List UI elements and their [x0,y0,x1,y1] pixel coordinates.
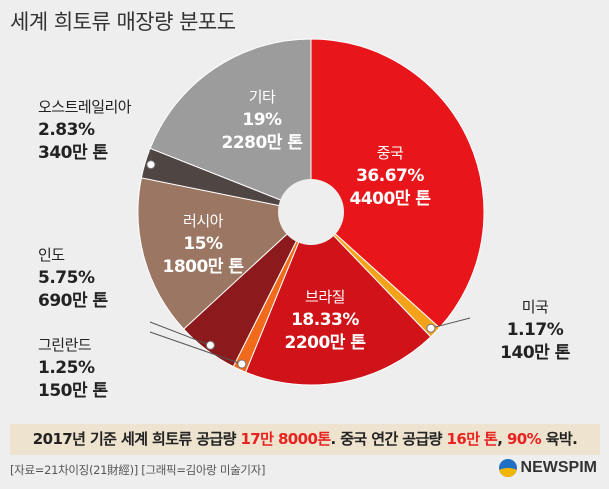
slice-label-india: 인도 5.75% 690만 톤 [38,244,108,313]
slice-amount: 2200만 톤 [284,333,366,353]
leader-line-usa [430,317,471,329]
slice-amount: 340만 톤 [38,143,108,163]
slice-label-usa: 미국 1.17% 140만 톤 [500,296,570,365]
slice-name: 오스트레일리아 [38,98,132,116]
slice-percent: 15% [183,234,223,254]
pie-chart [137,38,485,386]
summary-highlight: 90% [506,430,542,448]
slice-amount: 140만 톤 [500,343,570,363]
slice-amount: 150만 톤 [38,381,108,401]
page-title: 세계 희토류 매장량 분포도 [10,10,236,34]
slice-name: 미국 [521,298,549,316]
summary-text: 육박. [541,430,578,448]
leader-dot-australia [146,160,156,170]
slice-label-brazil: 브라질 18.33% 2200만 톤 [284,286,366,355]
summary-text: 2017년 기준 세계 희토류 공급량 [32,430,241,448]
pie-slice-other [149,38,312,213]
slice-label-china: 중국 36.67% 4400만 톤 [349,142,431,211]
slice-label-other: 기타 19% 2280만 톤 [221,86,303,155]
summary-bar: 2017년 기준 세계 희토류 공급량 17만 8000톤. 중국 연간 공급량… [10,424,600,455]
slice-amount: 1800만 톤 [162,257,244,277]
slice-name: 중국 [376,144,404,162]
slice-name: 러시아 [183,212,223,230]
summary-text: , [497,430,507,448]
pie-slice-russia [137,177,313,330]
pie-center-hole [278,179,344,245]
leader-line-india [149,321,211,346]
slice-label-russia: 러시아 15% 1800만 톤 [162,210,244,279]
logo-text: NEWSPIM [520,459,597,476]
leader-line-greenland [149,331,243,365]
slice-amount: 690만 톤 [38,291,108,311]
leader-dot-india [205,340,215,350]
slice-label-australia: 오스트레일리아 2.83% 340만 톤 [38,96,132,165]
summary-highlight: 16만 톤 [446,430,498,448]
leader-dot-usa [426,323,436,333]
slice-percent: 1.25% [38,358,95,378]
summary-highlight: 17만 8000톤 [240,430,331,448]
slice-name: 기타 [248,88,276,106]
pie-slice-brazil [244,211,432,386]
newspim-logo-icon [498,459,517,477]
slice-amount: 4400만 톤 [349,189,431,209]
slice-percent: 18.33% [291,310,359,330]
slice-label-greenland: 그린란드 1.25% 150만 톤 [38,334,108,403]
slice-name: 그린란드 [38,336,92,354]
slice-percent: 2.83% [38,120,95,140]
slice-name: 브라질 [305,288,345,306]
slice-name: 인도 [38,246,65,264]
slice-percent: 36.67% [356,166,424,186]
slice-amount: 2280만 톤 [221,133,303,153]
source-credit: [자료=21차이징(21財經)] [그래픽=김아랑 미술기자] [10,463,266,477]
leader-dot-greenland [237,359,247,369]
slice-percent: 19% [242,110,282,130]
slice-percent: 1.17% [506,320,564,340]
slice-percent: 5.75% [38,268,95,288]
summary-text: . 중국 연간 공급량 [330,430,447,448]
newspim-logo: NEWSPIM [498,459,597,477]
pie-slice-china [310,38,485,329]
